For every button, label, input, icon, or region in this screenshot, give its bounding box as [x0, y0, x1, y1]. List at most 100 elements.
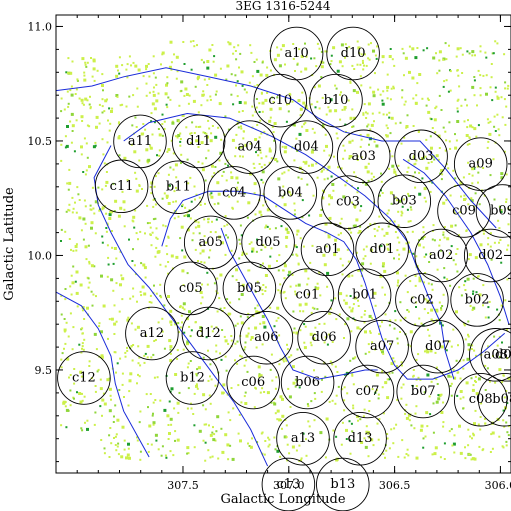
- data-point: [335, 394, 338, 397]
- data-point: [498, 435, 501, 438]
- data-point: [384, 293, 386, 296]
- data-point: [412, 375, 415, 378]
- data-point: [431, 127, 434, 129]
- data-point: [426, 350, 430, 354]
- data-point: [439, 456, 442, 459]
- data-point: [101, 84, 104, 87]
- data-point: [193, 45, 196, 48]
- data-point: [179, 138, 182, 140]
- data-point: [181, 203, 184, 206]
- data-point: [327, 106, 330, 109]
- data-point: [187, 182, 190, 185]
- data-point: [414, 284, 417, 287]
- data-point: [252, 162, 255, 165]
- data-point: [259, 119, 262, 122]
- data-point: [368, 351, 371, 354]
- data-point: [373, 228, 376, 230]
- data-point: [464, 280, 467, 283]
- data-point: [298, 303, 302, 307]
- field-circle: [222, 261, 277, 316]
- data-point: [101, 188, 104, 191]
- data-point: [292, 43, 295, 45]
- data-point: [285, 235, 289, 239]
- data-point: [198, 429, 202, 433]
- data-point: [409, 280, 412, 283]
- data-point: [274, 412, 277, 415]
- data-point: [474, 409, 477, 412]
- data-point: [302, 160, 305, 163]
- data-point: [256, 441, 259, 444]
- data-point: [311, 244, 314, 247]
- data-point: [236, 80, 239, 83]
- data-point: [442, 126, 445, 129]
- data-point: [472, 384, 475, 387]
- data-point: [223, 335, 226, 338]
- data-point: [367, 343, 370, 346]
- data-point: [261, 110, 264, 113]
- data-point: [174, 163, 178, 167]
- data-point: [177, 134, 181, 137]
- data-point: [294, 293, 297, 296]
- data-point: [207, 349, 209, 352]
- data-point: [260, 132, 263, 135]
- data-point: [103, 402, 107, 406]
- data-point: [433, 239, 436, 242]
- data-point: [281, 196, 284, 199]
- data-point: [72, 207, 75, 210]
- data-point: [327, 165, 331, 169]
- data-point: [145, 82, 148, 85]
- data-point: [84, 97, 88, 101]
- data-point: [479, 243, 483, 247]
- data-point: [194, 226, 197, 229]
- data-point: [103, 162, 106, 165]
- data-point: [181, 205, 184, 208]
- data-point: [456, 107, 459, 110]
- data-point: [90, 264, 94, 268]
- data-point: [208, 424, 210, 427]
- data-point: [386, 433, 389, 435]
- data-point: [260, 166, 263, 169]
- field-label: c11: [110, 179, 134, 194]
- data-point: [150, 120, 153, 123]
- data-point: [251, 250, 254, 253]
- data-point: [282, 358, 285, 361]
- data-point: [60, 366, 63, 369]
- data-point: [199, 291, 203, 294]
- data-point: [217, 202, 220, 205]
- data-point: [491, 447, 494, 450]
- data-point: [478, 293, 482, 297]
- data-point: [63, 108, 66, 111]
- data-point: [392, 85, 395, 88]
- data-point: [350, 231, 353, 234]
- data-point: [293, 202, 296, 205]
- data-point: [266, 225, 269, 228]
- data-point: [312, 337, 316, 341]
- data-point: [328, 109, 332, 113]
- data-point: [88, 165, 91, 169]
- data-point: [483, 418, 486, 420]
- data-point: [311, 306, 314, 309]
- data-point: [368, 410, 371, 412]
- data-point: [166, 414, 170, 418]
- data-point: [224, 355, 227, 358]
- data-point: [121, 64, 124, 67]
- data-point: [454, 177, 457, 180]
- data-point: [146, 204, 149, 207]
- data-point: [295, 253, 298, 256]
- data-point: [113, 437, 115, 439]
- data-point: [92, 145, 96, 149]
- data-point: [223, 225, 226, 228]
- data-point: [507, 434, 510, 437]
- data-point: [390, 428, 393, 431]
- data-point: [396, 199, 399, 202]
- data-point: [72, 249, 75, 252]
- data-point: [279, 291, 282, 294]
- data-point: [310, 400, 313, 403]
- field-label: c03: [336, 195, 360, 210]
- data-point: [207, 217, 210, 220]
- data-point: [68, 238, 71, 240]
- data-point: [459, 377, 462, 380]
- data-point: [245, 334, 249, 338]
- data-point: [245, 359, 248, 362]
